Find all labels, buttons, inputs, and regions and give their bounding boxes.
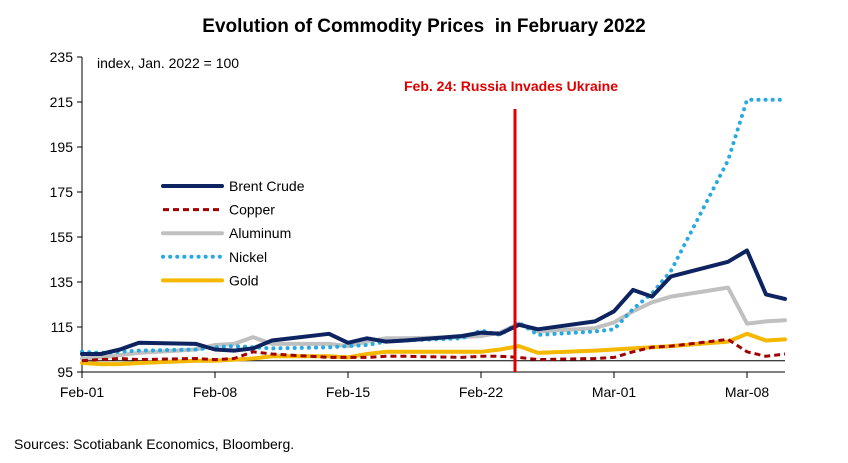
legend-label: Copper — [229, 202, 275, 218]
series-line-brent-crude — [80, 248, 787, 356]
x-tick-label: Mar-01 — [592, 384, 637, 400]
x-axis: Feb-01 Feb-08 Feb-15 Feb-22 Mar-01 Mar-08 — [60, 360, 785, 400]
x-tick-label: Feb-15 — [326, 384, 371, 400]
series-lines — [80, 97, 787, 367]
series-line-nickel — [80, 97, 787, 355]
y-axis: 95 115 135 155 175 195 215 235 — [50, 49, 83, 380]
chart-title: Evolution of Commodity Prices in Februar… — [202, 16, 646, 37]
legend-label: Brent Crude — [229, 178, 305, 194]
series-line-aluminum — [80, 285, 787, 361]
x-tick-label: Feb-08 — [193, 384, 238, 400]
event-label: Feb. 24: Russia Invades Ukraine — [404, 78, 618, 94]
y-tick-label: 155 — [50, 229, 74, 245]
units-label: index, Jan. 2022 = 100 — [97, 55, 239, 71]
y-tick-label: 95 — [57, 364, 73, 380]
legend-label: Gold — [229, 272, 259, 288]
event-marker: Feb. 24: Russia Invades Ukraine — [404, 78, 618, 372]
series-line-copper — [81, 337, 786, 363]
legend-label: Nickel — [229, 249, 267, 265]
source-note: Sources: Scotiabank Economics, Bloomberg… — [14, 436, 295, 452]
y-tick-label: 175 — [50, 184, 74, 200]
y-tick-label: 235 — [50, 49, 74, 65]
y-tick-label: 195 — [50, 139, 74, 155]
x-tick-label: Mar-08 — [725, 384, 770, 400]
legend-label: Aluminum — [229, 225, 291, 241]
x-tick-label: Feb-01 — [60, 384, 105, 400]
x-tick-label: Feb-22 — [459, 384, 504, 400]
y-tick-label: 135 — [50, 274, 74, 290]
y-tick-label: 115 — [51, 319, 74, 335]
legend: Brent Crude Copper Aluminum Nickel Gold — [161, 178, 305, 288]
y-tick-label: 215 — [50, 94, 74, 110]
